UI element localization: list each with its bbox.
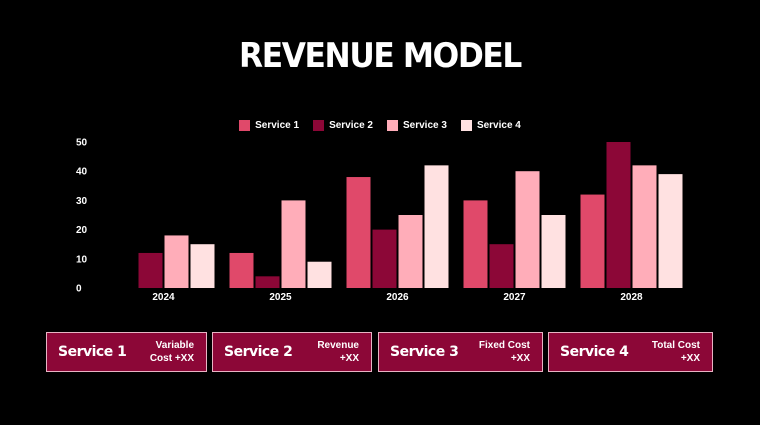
y-tick-label: 30 bbox=[76, 196, 88, 207]
legend-swatch-service-4 bbox=[460, 120, 472, 131]
bar-service-4-2025 bbox=[307, 261, 332, 288]
legend-swatch-service-2 bbox=[313, 120, 325, 131]
service-card-name: Service 1 bbox=[58, 344, 127, 360]
legend-label-service-1: Service 1 bbox=[255, 120, 300, 131]
legend-item-service-3: Service 3 bbox=[387, 120, 447, 131]
service-card-1: Service 1 Variable Cost +XX bbox=[46, 332, 207, 372]
legend-label-service-2: Service 2 bbox=[329, 120, 373, 131]
bar-service-3-2025 bbox=[281, 200, 306, 288]
service-card-4: Service 4 Total Cost +XX bbox=[548, 332, 713, 372]
bar-chart: 0 10 20 30 40 50 2024 2025 2026 2027 2028 bbox=[76, 138, 683, 303]
service-card-name: Service 2 bbox=[224, 344, 293, 360]
legend-item-service-2: Service 2 bbox=[313, 120, 373, 131]
bar-service-2-2025 bbox=[255, 276, 280, 288]
y-tick-label: 40 bbox=[76, 167, 88, 178]
bar-service-4-2027 bbox=[541, 215, 566, 288]
bar-service-1-2026 bbox=[346, 177, 371, 288]
service-card-note: Total Cost +XX bbox=[651, 340, 700, 364]
legend-label-service-3: Service 3 bbox=[403, 120, 447, 131]
y-tick-label: 0 bbox=[76, 284, 82, 295]
bar-service-4-2024 bbox=[190, 244, 215, 288]
bar-service-3-2024 bbox=[164, 235, 189, 288]
legend-swatch-service-3 bbox=[387, 120, 398, 131]
legend-swatch-service-1 bbox=[239, 120, 251, 131]
service-card-note: Fixed Cost +XX bbox=[478, 340, 530, 364]
bar-service-4-2026 bbox=[424, 165, 449, 288]
bar-service-1-2028 bbox=[580, 194, 605, 288]
bar-service-2-2027 bbox=[489, 244, 514, 288]
legend-label-service-4: Service 4 bbox=[476, 120, 521, 131]
x-tick-label: 2027 bbox=[503, 292, 526, 303]
bar-service-1-2027 bbox=[463, 200, 488, 288]
bar-service-1-2025 bbox=[229, 252, 254, 288]
y-tick-label: 50 bbox=[76, 138, 88, 149]
bar-service-3-2026 bbox=[398, 215, 423, 288]
bar-service-2-2026 bbox=[372, 229, 397, 288]
service-cards: Service 1 Variable Cost +XX Service 2 Re… bbox=[46, 332, 716, 374]
page-title: REVENUE MODEL bbox=[239, 36, 522, 76]
legend-item-service-1: Service 1 bbox=[239, 120, 299, 131]
chart-legend: Service 1 Service 2 Service 3 Service 4 bbox=[0, 120, 760, 131]
x-tick-label: 2024 bbox=[152, 292, 175, 303]
y-tick-label: 20 bbox=[76, 225, 88, 236]
x-tick-label: 2025 bbox=[269, 292, 292, 303]
bar-service-3-2027 bbox=[515, 171, 540, 288]
service-card-3: Service 3 Fixed Cost +XX bbox=[378, 332, 543, 372]
x-tick-label: 2028 bbox=[620, 292, 643, 303]
service-card-name: Service 3 bbox=[390, 344, 459, 360]
service-card-2: Service 2 Revenue +XX bbox=[212, 332, 372, 372]
service-card-note: Revenue +XX bbox=[317, 340, 359, 364]
bar-service-2-2024 bbox=[138, 252, 163, 288]
bar-service-4-2028 bbox=[658, 174, 683, 288]
bar-service-3-2028 bbox=[632, 165, 657, 288]
service-card-name: Service 4 bbox=[560, 344, 629, 360]
legend-item-service-4: Service 4 bbox=[460, 120, 521, 131]
bar-service-2-2028 bbox=[606, 142, 631, 288]
service-card-note: Variable Cost +XX bbox=[149, 340, 194, 364]
x-tick-label: 2026 bbox=[386, 292, 409, 303]
y-tick-label: 10 bbox=[76, 254, 88, 265]
